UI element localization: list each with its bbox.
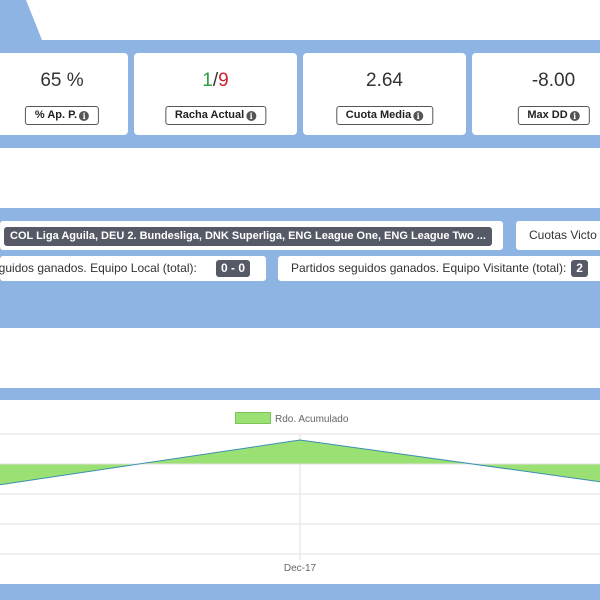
stat-value-maxdd: -8.00 (531, 70, 576, 91)
cuotas-filter[interactable]: Cuotas Victo (516, 221, 600, 250)
stat-value-racha: 1/9 (202, 70, 229, 91)
footer-band (0, 584, 600, 600)
stat-value-cuota: 2.64 (366, 70, 403, 91)
stat-label-maxdd[interactable]: Max DD i (517, 106, 590, 125)
stat-label-cuota[interactable]: Cuota Media i (335, 106, 434, 125)
chart-ticks: Dec-17 (284, 563, 317, 574)
info-icon[interactable]: i (79, 111, 90, 121)
chart-header-band (0, 388, 600, 400)
legend-swatch (235, 412, 271, 424)
local-streak-label: eguidos ganados. Equipo Local (total): (0, 261, 197, 275)
chart-legend[interactable]: Rdo. Acumulado (235, 412, 348, 425)
top-tab[interactable] (0, 0, 42, 40)
stat-card-ap: 65 % % Ap. P. i (0, 53, 128, 135)
local-streak-value: 0 - 0 (216, 260, 251, 277)
stat-card-maxdd: -8.00 Max DD i (472, 53, 600, 135)
stat-card-racha: 1/9 Racha Actual i (134, 53, 297, 135)
stat-card-cuota: 2.64 Cuota Media i (303, 53, 466, 135)
x-tick-label: Dec-17 (284, 563, 317, 574)
visit-streak-value: 2 (571, 260, 588, 277)
leagues-filter[interactable]: COL Liga Aguila, DEU 2. Bundesliga, DNK … (0, 221, 503, 250)
visit-streak-filter[interactable]: Partidos seguidos ganados. Equipo Visita… (278, 256, 600, 281)
info-icon[interactable]: i (413, 111, 424, 121)
visit-streak-label: Partidos seguidos ganados. Equipo Visita… (291, 261, 567, 275)
data-point-1[interactable] (299, 439, 301, 441)
stat-value-ap: 65 % (40, 70, 84, 91)
series-area (0, 440, 600, 485)
info-icon[interactable]: i (246, 111, 257, 121)
legend-label: Rdo. Acumulado (275, 414, 349, 425)
chart-marks (0, 439, 600, 486)
info-icon[interactable]: i (569, 111, 580, 121)
leagues-selected[interactable]: COL Liga Aguila, DEU 2. Bundesliga, DNK … (4, 227, 492, 246)
cumulative-chart: Dec-17 (0, 433, 600, 574)
local-streak-filter[interactable]: eguidos ganados. Equipo Local (total): 0… (0, 256, 266, 281)
stat-label-ap[interactable]: % Ap. P. i (24, 106, 100, 125)
stat-label-racha[interactable]: Racha Actual i (164, 106, 267, 125)
